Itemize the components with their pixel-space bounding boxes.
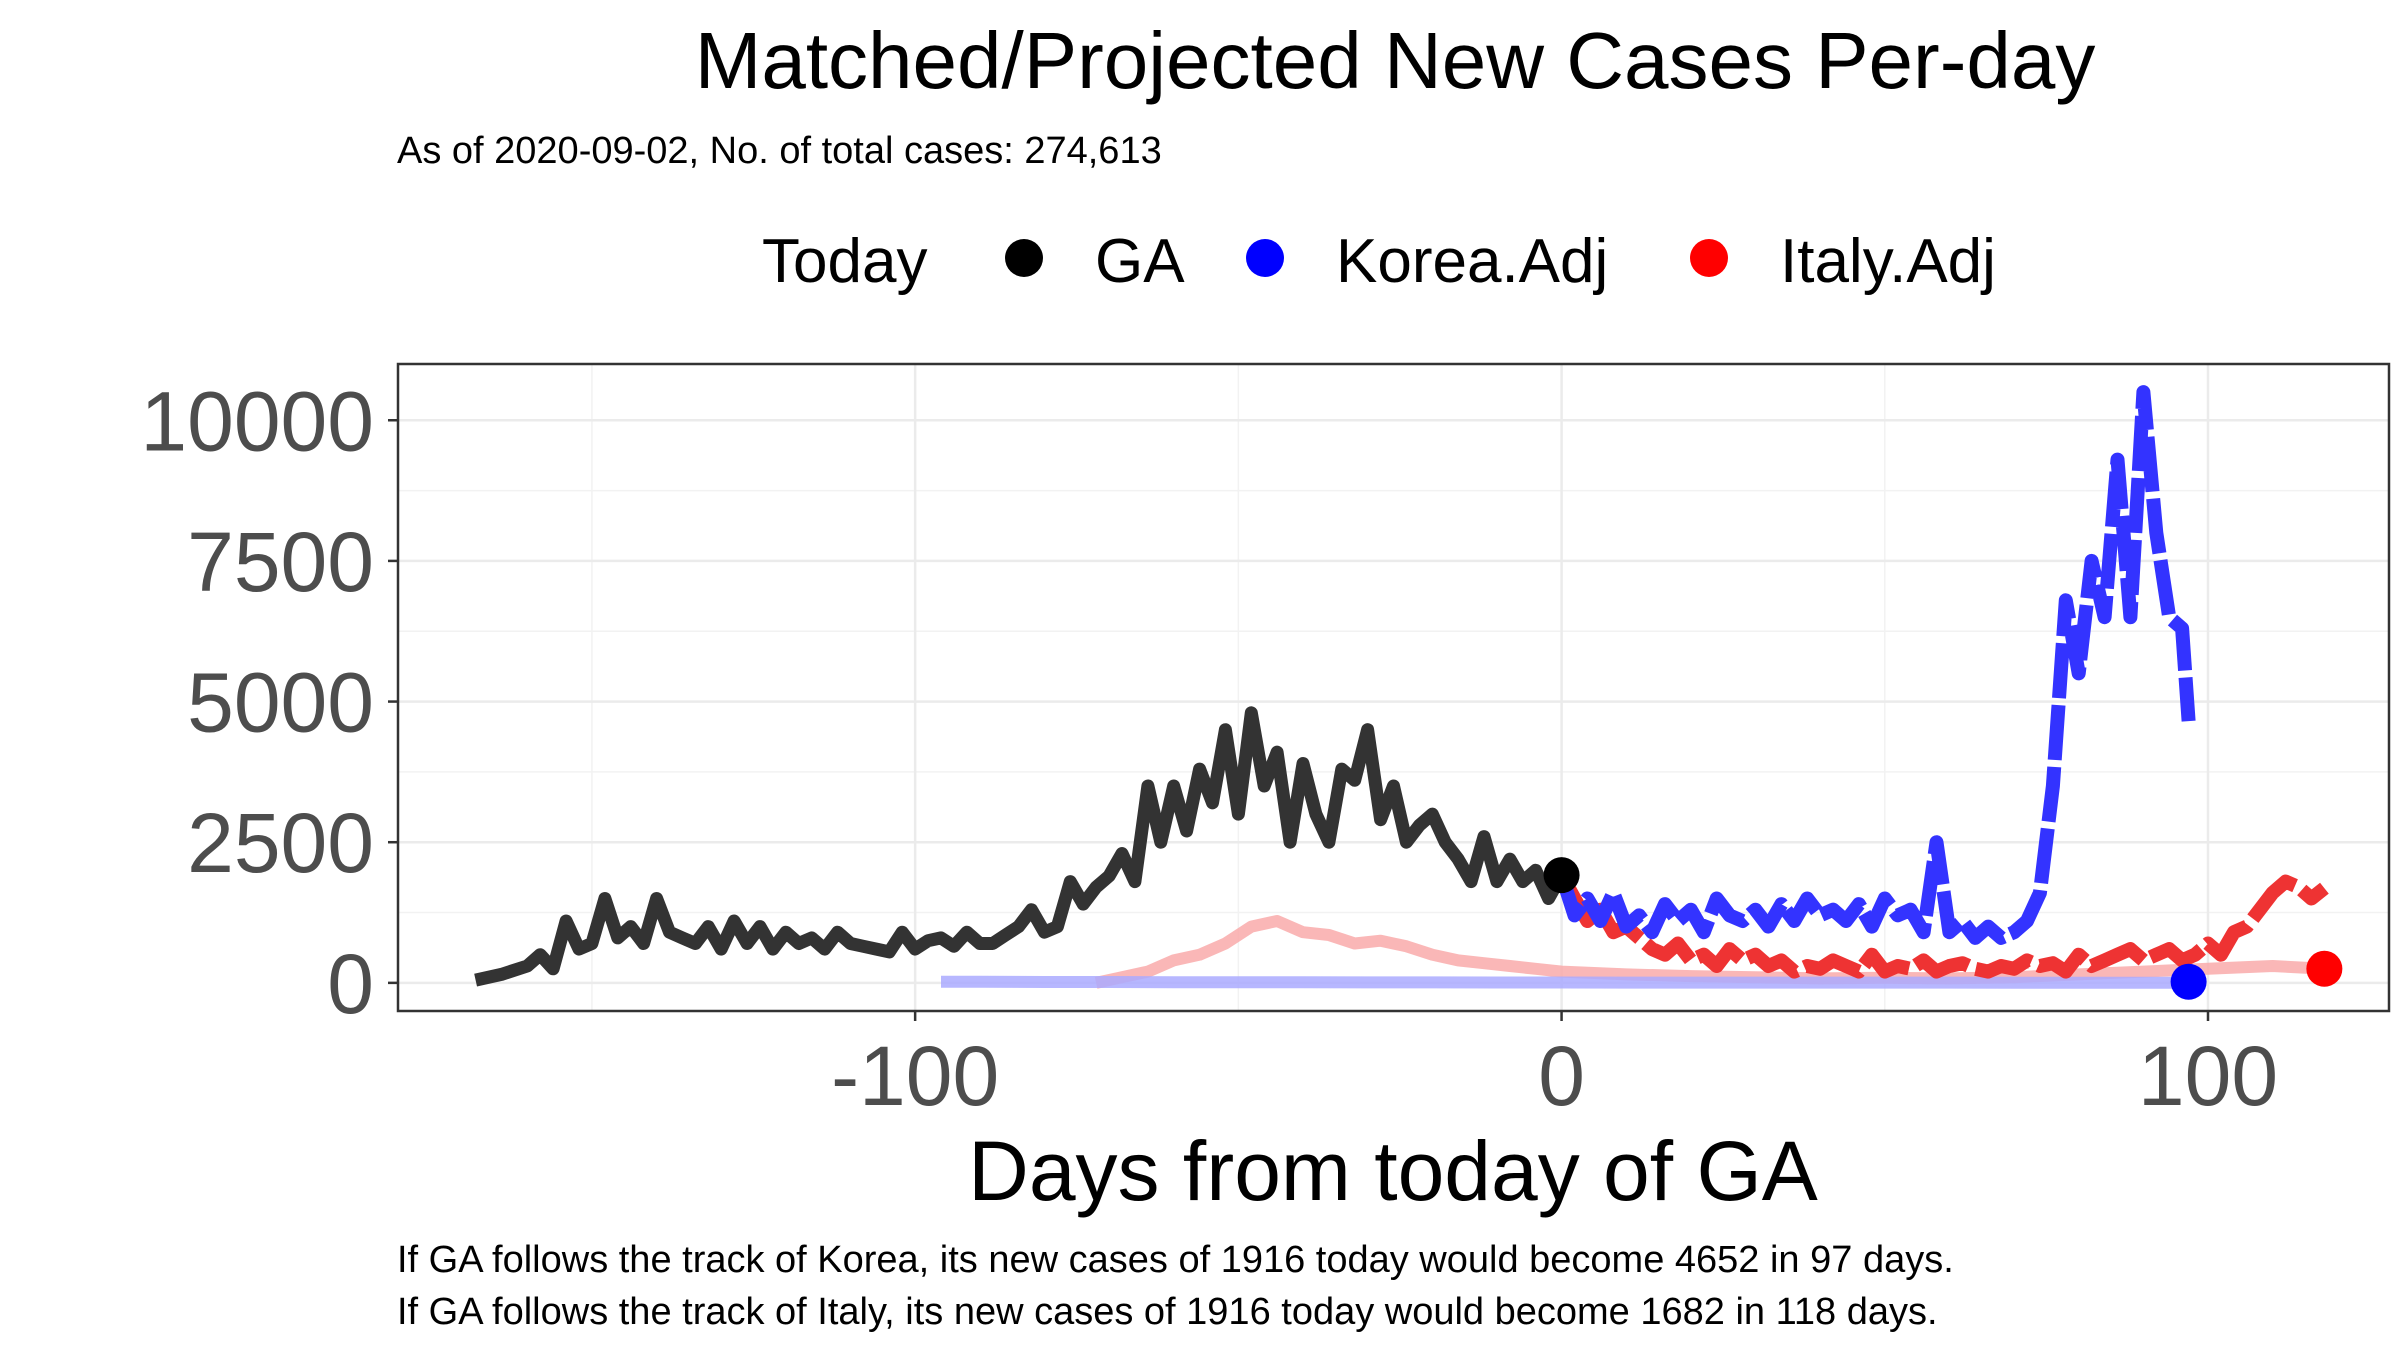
grid (398, 364, 2389, 1011)
series-korea-faded-line (941, 975, 2189, 989)
legend-label-italy: Italy.Adj (1780, 227, 1996, 296)
y-tick-label: 10000 (140, 374, 374, 468)
x-tick-label: -100 (831, 1029, 999, 1123)
series-korea-line (1554, 385, 2196, 945)
x-axis-title: Days from today of GA (968, 1124, 1818, 1218)
y-tick-label: 2500 (187, 796, 374, 890)
y-tick-label: 7500 (187, 515, 374, 609)
legend-title: Today (762, 227, 927, 296)
today-points (1543, 857, 2343, 1000)
caption-italy: If GA follows the track of Italy, its ne… (397, 1291, 1938, 1333)
x-tick-label: 100 (2138, 1029, 2278, 1123)
chart-title: Matched/Projected New Cases Per-day (695, 16, 2096, 105)
legend-key-korea (1246, 239, 1284, 277)
chart-subtitle: As of 2020-09-02, No. of total cases: 27… (397, 130, 1162, 172)
x-tick-label: 0 (1538, 1029, 1585, 1123)
caption-korea: If GA follows the track of Korea, its ne… (397, 1239, 1954, 1281)
series-layer (474, 385, 2329, 989)
plot-border (396, 362, 2391, 1013)
series-italy-line (1555, 871, 2329, 979)
y-tick-label: 0 (327, 937, 374, 1031)
series-ga-line (474, 706, 1568, 987)
today-point-italy (2306, 950, 2343, 987)
legend-key-ga (1005, 239, 1043, 277)
y-tick-label: 5000 (187, 656, 374, 750)
today-point-korea (2170, 963, 2207, 1000)
legend-label-korea: Korea.Adj (1336, 227, 1608, 296)
plot-panel (398, 364, 2389, 1011)
legend-key-italy (1690, 239, 1728, 277)
legend: Today GA Korea.Adj Italy.Adj (762, 227, 1996, 296)
legend-label-ga: GA (1095, 227, 1185, 296)
today-point-ga (1543, 857, 1580, 894)
axis-ticks: -100 0 100 0 2500 5000 7500 10000 (140, 374, 2278, 1123)
